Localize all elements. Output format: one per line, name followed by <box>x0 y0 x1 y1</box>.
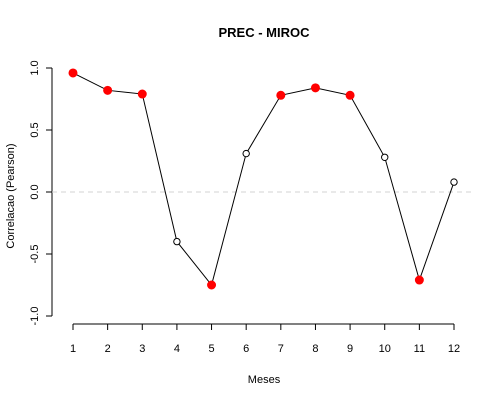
x-tick-label: 4 <box>174 343 180 355</box>
x-tick-label: 7 <box>278 343 284 355</box>
x-tick-label: 11 <box>414 343 425 355</box>
x-tick-label: 10 <box>379 343 391 355</box>
data-point <box>242 149 250 158</box>
x-tick-label: 2 <box>105 343 111 355</box>
data-point <box>381 153 389 161</box>
x-tick-label: 8 <box>312 343 318 355</box>
plot-area <box>52 68 472 290</box>
data-point-significant <box>276 90 286 100</box>
data-point-significant <box>414 275 424 285</box>
x-tick-label: 9 <box>347 343 353 355</box>
data-point-significant <box>207 280 217 290</box>
data-point-significant <box>345 90 355 100</box>
x-tick-label: 5 <box>208 343 214 355</box>
chart-title: PREC - MIROC <box>219 25 311 40</box>
y-tick-label: 0.5 <box>29 122 41 137</box>
data-point-significant <box>137 89 147 99</box>
data-point-significant <box>68 68 78 78</box>
y-tick-label: 0.0 <box>29 184 41 199</box>
y-tick-label: -1.0 <box>29 307 41 326</box>
y-tick-label: -0.5 <box>29 245 41 264</box>
series-line <box>72 72 455 287</box>
x-tick-label: 6 <box>243 343 249 355</box>
y-tick-label: 1.0 <box>29 60 41 75</box>
data-point-significant <box>103 85 113 95</box>
x-axis-label: Meses <box>248 374 281 386</box>
data-point <box>450 178 458 186</box>
x-tick-label: 1 <box>70 343 76 355</box>
data-point-significant <box>310 83 320 93</box>
data-point <box>173 237 181 246</box>
y-axis-label: Correlacao (Pearson) <box>5 143 17 248</box>
axes: 1 2 3 4 5 6 7 8 9 10 11 12-1.0-0.50.00.51.0 <box>29 60 460 355</box>
x-tick-label: 3 <box>139 343 145 355</box>
x-tick-label: 12 <box>448 343 460 355</box>
